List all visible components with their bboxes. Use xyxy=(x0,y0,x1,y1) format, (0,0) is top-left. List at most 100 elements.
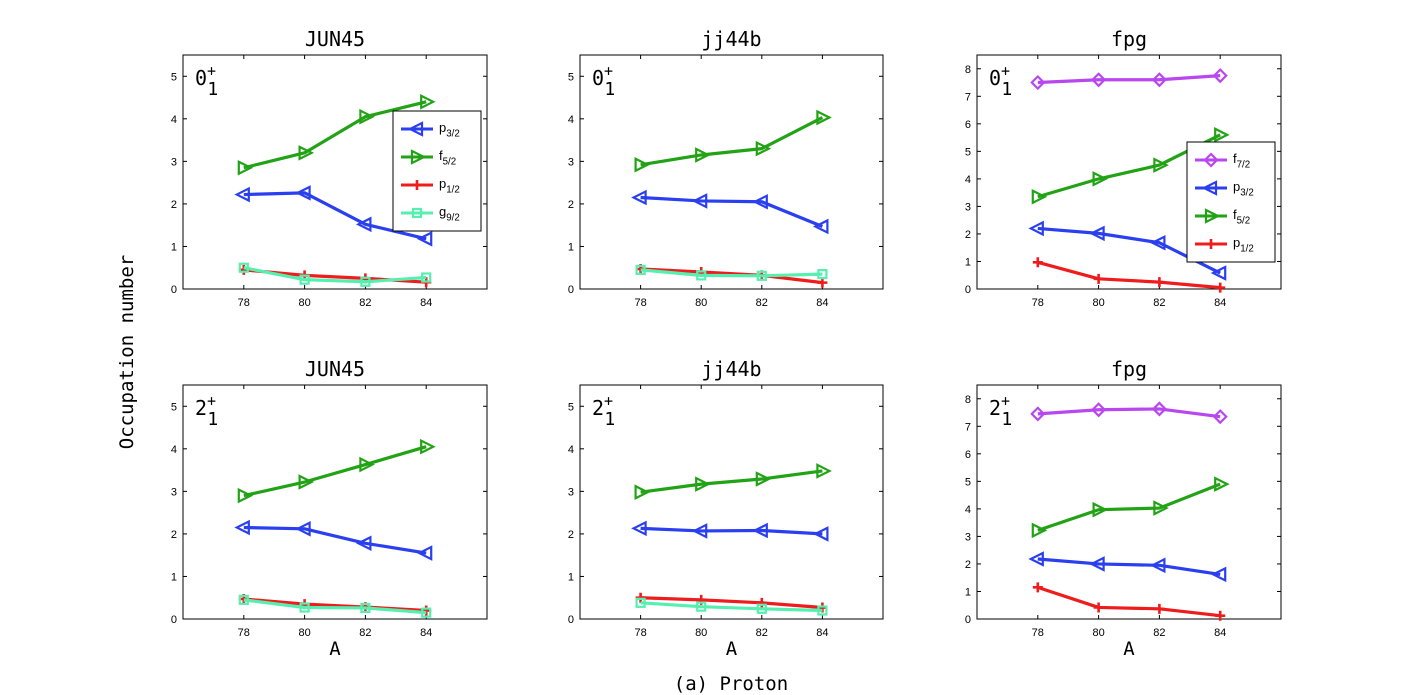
series-line-p32 xyxy=(243,525,427,555)
x-axis-label: A xyxy=(1123,638,1135,660)
series-line-g92 xyxy=(243,266,427,284)
x-tick-label: 84 xyxy=(420,297,432,309)
data-point-g92 xyxy=(299,274,310,285)
x-tick-label: 78 xyxy=(238,627,250,639)
state-label-sup: + xyxy=(604,392,613,410)
state-label-sup: + xyxy=(1001,62,1010,80)
x-tick-label: 82 xyxy=(756,297,768,309)
data-point-p12 xyxy=(1032,257,1043,268)
y-tick-label: 0 xyxy=(965,284,971,296)
x-tick-label: 78 xyxy=(634,627,646,639)
legend-marker-p12 xyxy=(1206,239,1216,249)
state-label-base: 0 xyxy=(592,66,604,90)
data-point-g92 xyxy=(238,262,249,273)
data-point-f72 xyxy=(1030,406,1046,422)
state-label-sub: 1 xyxy=(1001,409,1012,430)
data-point-f52 xyxy=(634,156,651,173)
y-tick-label: 3 xyxy=(171,486,177,498)
y-tick-label: 2 xyxy=(568,529,574,541)
data-point-f72 xyxy=(1212,68,1228,84)
series-line-f72 xyxy=(1037,74,1221,85)
y-tick-label: 7 xyxy=(965,421,971,433)
data-point-f52 xyxy=(1153,157,1169,173)
state-label-base: 2 xyxy=(592,396,604,420)
y-tick-label: 5 xyxy=(568,401,574,413)
legend-marker-p12 xyxy=(412,180,422,190)
data-point-f52 xyxy=(1092,171,1109,187)
legend-box xyxy=(1186,141,1276,263)
state-label-sub: 1 xyxy=(207,409,218,430)
series-line-f52 xyxy=(640,469,823,494)
y-tick-label: 4 xyxy=(965,174,971,186)
y-tick-label: 1 xyxy=(568,571,574,583)
y-tick-label: 0 xyxy=(171,284,177,296)
y-tick-label: 2 xyxy=(568,199,574,211)
series-line-f72 xyxy=(1037,407,1221,419)
state-label-base: 2 xyxy=(989,396,1001,420)
data-point-p32 xyxy=(295,185,311,201)
data-point-p32 xyxy=(1210,566,1227,583)
data-point-p12 xyxy=(1093,602,1104,613)
y-tick-label: 6 xyxy=(965,449,971,461)
data-point-p32 xyxy=(1089,225,1105,242)
legend-marker-f52 xyxy=(1204,208,1221,224)
data-point-f52 xyxy=(298,145,315,161)
state-label: 0+ 1 xyxy=(989,62,1012,100)
data-point-f52 xyxy=(755,140,772,157)
panel-title: fpg xyxy=(1111,357,1147,381)
legend-marker-g92 xyxy=(411,207,423,219)
y-tick-label: 5 xyxy=(171,401,177,413)
data-point-g92 xyxy=(635,264,646,275)
data-point-g92 xyxy=(421,607,432,618)
state-label-sub: 1 xyxy=(604,79,615,100)
y-tick-label: 3 xyxy=(568,486,574,498)
data-point-g92 xyxy=(360,602,371,614)
series-line-p12 xyxy=(1037,260,1221,290)
state-label: 0+ 1 xyxy=(195,62,218,100)
legend-label-sub: 1/2 xyxy=(446,185,460,196)
x-tick-label: 82 xyxy=(359,627,371,639)
data-point-f52 xyxy=(420,438,436,455)
panel-title: JUN45 xyxy=(305,357,365,381)
data-point-g92 xyxy=(817,269,828,280)
legend-box xyxy=(392,110,482,232)
data-point-p32 xyxy=(812,526,829,542)
data-point-f52 xyxy=(1092,501,1109,518)
y-tick-label: 4 xyxy=(965,504,971,516)
y-tick-label: 1 xyxy=(965,256,971,268)
data-point-f52 xyxy=(1214,127,1230,143)
legend-label-sub: 5/2 xyxy=(1237,216,1251,227)
y-tick-label: 2 xyxy=(171,199,177,211)
y-tick-label: 3 xyxy=(568,156,574,168)
data-point-g92 xyxy=(756,270,767,281)
data-point-f52 xyxy=(1031,188,1048,205)
x-tick-label: 80 xyxy=(695,627,707,639)
legend-label-sub: 3/2 xyxy=(446,129,460,140)
legend-label-sub: 5/2 xyxy=(443,157,457,168)
y-tick-label: 4 xyxy=(568,114,574,126)
series-line-p12 xyxy=(1037,585,1221,618)
data-point-p32 xyxy=(355,216,372,233)
data-point-p32 xyxy=(355,535,372,552)
data-point-f52 xyxy=(695,476,711,492)
state-label-sub: 1 xyxy=(207,79,218,100)
y-tick-label: 1 xyxy=(965,586,971,598)
series-line-p32 xyxy=(640,526,823,536)
panel-title: JUN45 xyxy=(305,27,365,51)
data-point-p32 xyxy=(1028,220,1044,237)
y-tick-label: 1 xyxy=(171,571,177,583)
y-tick-label: 3 xyxy=(965,531,971,543)
data-point-p12 xyxy=(1215,610,1226,621)
data-point-p12 xyxy=(1154,603,1165,614)
x-tick-label: 78 xyxy=(634,297,646,309)
x-axis-label: A xyxy=(726,638,738,660)
x-tick-label: 80 xyxy=(298,297,310,309)
data-point-f52 xyxy=(816,463,832,479)
series-line-g92 xyxy=(640,601,823,613)
x-tick-label: 82 xyxy=(1153,627,1165,639)
data-point-f52 xyxy=(359,108,375,125)
legend-label-base: p xyxy=(439,120,446,135)
data-point-f52 xyxy=(237,159,254,176)
data-point-f72 xyxy=(1091,402,1107,418)
